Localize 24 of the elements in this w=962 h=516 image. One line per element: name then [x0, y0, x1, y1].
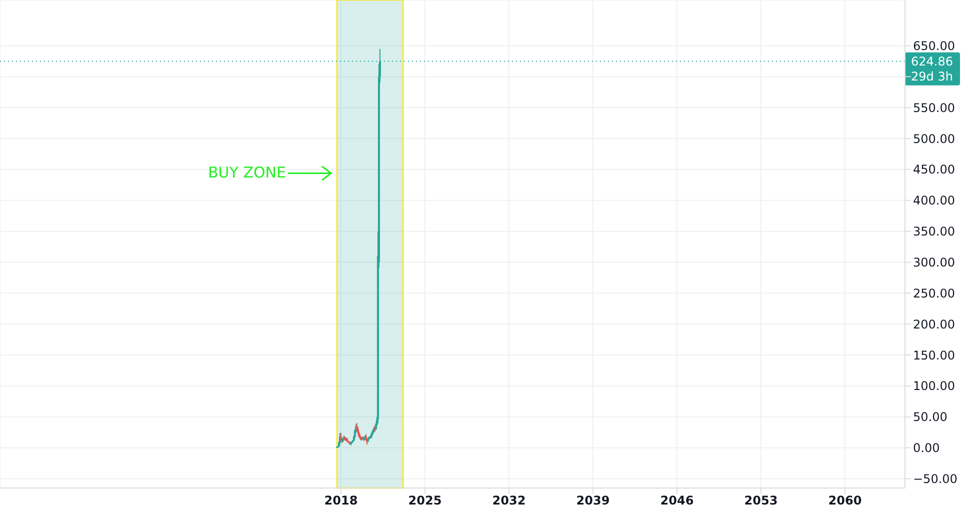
y-tick-label: 100.00 [913, 379, 955, 394]
y-tick-label: −50.00 [913, 472, 958, 486]
y-tick-label: 350.00 [913, 224, 955, 239]
y-tick-label: 200.00 [913, 317, 955, 332]
y-tick-label: 150.00 [913, 348, 955, 362]
y-tick-label: 0.00 [913, 441, 940, 456]
x-tick-label: 2060 [828, 494, 862, 508]
ref-line-label: 624.86 [911, 54, 953, 68]
y-tick-label: 300.00 [913, 256, 955, 270]
x-tick-label: 2025 [408, 494, 442, 508]
y-tick-label: 500.00 [913, 132, 955, 146]
y-tick-label: 550.00 [913, 100, 955, 115]
band-label: BUY ZONE [208, 163, 286, 182]
x-tick-label: 2039 [576, 494, 610, 508]
x-tick-label: 2046 [660, 494, 694, 508]
y-tick-label: 650.00 [913, 39, 955, 54]
y-tick-label: 450.00 [913, 162, 955, 177]
x-tick-label: 2018 [324, 494, 358, 508]
y-tick-label: 50.00 [913, 410, 948, 424]
y-tick-label: 250.00 [913, 286, 955, 300]
x-tick-label: 2053 [744, 494, 778, 508]
x-tick-label: 2032 [492, 494, 526, 508]
y-tick-label: 400.00 [913, 194, 955, 208]
text: 29d 3h [911, 69, 953, 84]
